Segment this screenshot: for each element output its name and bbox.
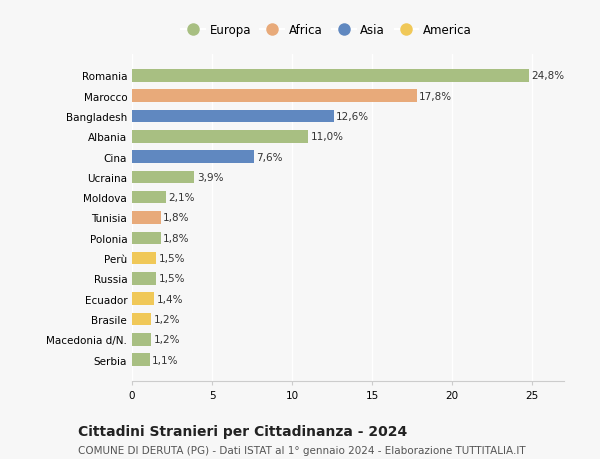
Bar [132, 90, 417, 103]
Bar [132, 111, 334, 123]
Bar [132, 252, 156, 265]
Text: 1,5%: 1,5% [158, 274, 185, 284]
Bar [132, 171, 194, 184]
Bar [132, 313, 151, 325]
Text: 1,4%: 1,4% [157, 294, 184, 304]
Text: 12,6%: 12,6% [336, 112, 369, 122]
Text: 1,2%: 1,2% [154, 314, 180, 325]
Text: 1,8%: 1,8% [163, 233, 190, 243]
Bar [132, 333, 151, 346]
Legend: Europa, Africa, Asia, America: Europa, Africa, Asia, America [179, 22, 474, 39]
Bar [132, 293, 154, 305]
Text: 17,8%: 17,8% [419, 91, 452, 101]
Bar [132, 353, 149, 366]
Text: 24,8%: 24,8% [531, 71, 565, 81]
Text: 1,8%: 1,8% [163, 213, 190, 223]
Bar [132, 70, 529, 83]
Text: COMUNE DI DERUTA (PG) - Dati ISTAT al 1° gennaio 2024 - Elaborazione TUTTITALIA.: COMUNE DI DERUTA (PG) - Dati ISTAT al 1°… [78, 445, 526, 455]
Bar [132, 191, 166, 204]
Text: Cittadini Stranieri per Cittadinanza - 2024: Cittadini Stranieri per Cittadinanza - 2… [78, 425, 407, 438]
Text: 7,6%: 7,6% [256, 152, 283, 162]
Bar [132, 151, 254, 163]
Bar [132, 273, 156, 285]
Text: 2,1%: 2,1% [168, 193, 194, 203]
Text: 1,1%: 1,1% [152, 355, 179, 365]
Bar [132, 131, 308, 143]
Text: 1,2%: 1,2% [154, 335, 180, 345]
Bar [132, 212, 161, 224]
Text: 1,5%: 1,5% [158, 253, 185, 263]
Text: 3,9%: 3,9% [197, 173, 223, 183]
Text: 11,0%: 11,0% [310, 132, 343, 142]
Bar [132, 232, 161, 245]
